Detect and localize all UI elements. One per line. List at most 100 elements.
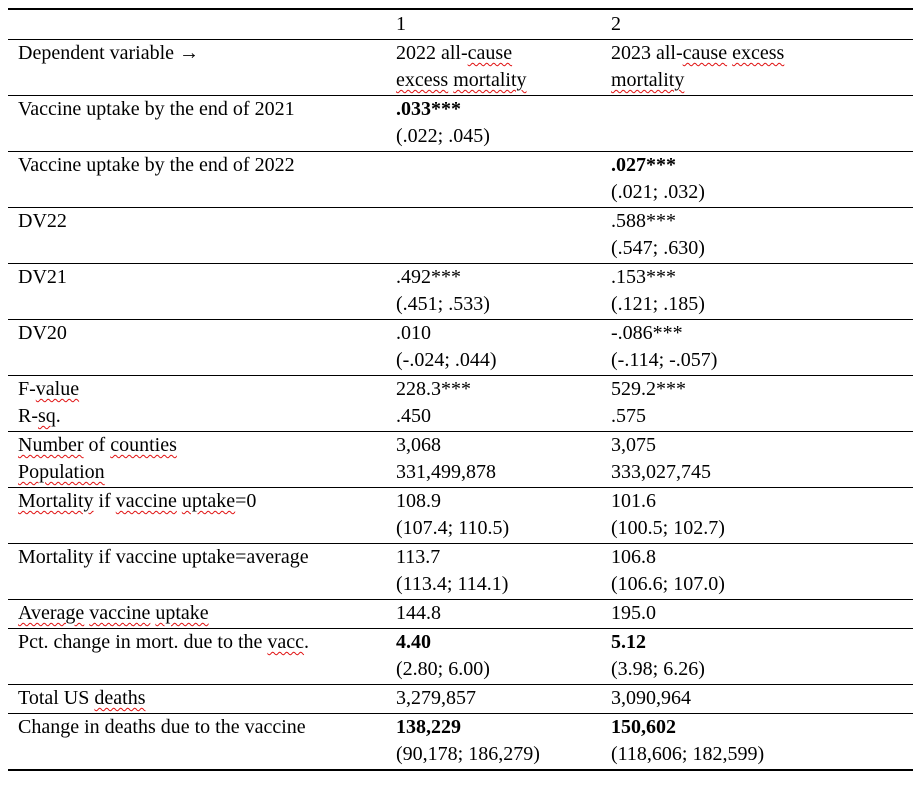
value-cell-model-2: 3,090,964: [601, 684, 913, 714]
text-segment: .027***: [611, 154, 676, 176]
misspelled-word: excess: [732, 42, 785, 64]
table-row: Dependent variable → 2022 all-cause excess…: [8, 39, 913, 96]
value-cell-model-1: 3,068 331,499,878: [386, 431, 601, 488]
cell-line: (90,178; 186,279): [396, 741, 599, 768]
misspelled-word: uptake: [155, 602, 209, 624]
cell-line: .153***: [611, 264, 911, 291]
row-label-cell: Average vaccine uptake: [8, 599, 386, 629]
text-segment: .588***: [611, 210, 676, 232]
cell-line: 113.7: [396, 544, 599, 571]
cell-line: Mortality if vaccine uptake=average: [18, 544, 384, 571]
text-segment: 101.6: [611, 490, 656, 512]
cell-line: -.086***: [611, 320, 911, 347]
cell-line: 331,499,878: [396, 459, 599, 486]
value-cell-model-1: 108.9 (107.4; 110.5): [386, 487, 601, 544]
row-label-cell: Total US deaths: [8, 684, 386, 714]
cell-line: .492***: [396, 264, 599, 291]
misspelled-word: cause: [467, 42, 513, 64]
value-cell-model-2: 3,075 333,027,745: [601, 431, 913, 488]
cell-line: 529.2***: [611, 376, 911, 403]
text-segment: (113.4; 114.1): [396, 573, 509, 595]
misspelled-word: sq: [38, 405, 56, 427]
text-segment: .575: [611, 405, 646, 427]
cell-line: Average vaccine uptake: [18, 600, 384, 627]
text-segment: 144.8: [396, 602, 441, 624]
text-segment: 529.2***: [611, 378, 686, 400]
cell-line: 106.8: [611, 544, 911, 571]
column-header-model-2: 2: [611, 13, 621, 35]
cell-line: (100.5; 102.7): [611, 515, 911, 542]
text-segment: (118,606; 182,599): [611, 743, 765, 765]
cell-line: Change in deaths due to the vaccine: [18, 714, 384, 741]
cell-line: (.021; .032): [611, 179, 911, 206]
text-segment: if: [93, 490, 116, 512]
table-body: Dependent variable → 2022 all-cause excess…: [8, 39, 913, 770]
value-cell-model-1: 228.3*** .450: [386, 375, 601, 432]
cell-line: (.022; .045): [396, 123, 599, 150]
cell-line: mortality: [611, 67, 911, 94]
text-segment: DV20: [18, 322, 67, 344]
value-cell-model-2: .027*** (.021; .032): [601, 151, 913, 208]
text-segment: (.021; .032): [611, 181, 705, 203]
cell-line: 3,279,857: [396, 685, 599, 712]
row-label-cell: DV20: [8, 319, 386, 376]
cell-line: DV20: [18, 320, 384, 347]
text-segment: .: [55, 405, 61, 427]
table-row: Number of counties Population 3,068 331,499…: [8, 431, 913, 488]
text-segment: of: [83, 434, 111, 456]
row-label-cell: Change in deaths due to the vaccine: [8, 713, 386, 770]
cell-line: (118,606; 182,599): [611, 741, 911, 768]
text-segment: (-.114; -.057): [611, 349, 718, 371]
misspelled-word: vaccine: [89, 602, 151, 624]
text-segment: 331,499,878: [396, 461, 496, 483]
text-segment: Pct. change in mort. due to the: [18, 631, 268, 653]
misspelled-word: counties: [110, 434, 177, 456]
cell-line: .027***: [611, 152, 911, 179]
value-cell-model-2: [601, 95, 913, 152]
cell-line: 3,090,964: [611, 685, 911, 712]
cell-line: .033***: [396, 96, 599, 123]
cell-line: Total US deaths: [18, 685, 384, 712]
cell-line: .010: [396, 320, 599, 347]
cell-line: DV21: [18, 264, 384, 291]
cell-line: 2022 all-cause: [396, 40, 599, 67]
misspelled-word: Number: [18, 434, 84, 456]
value-cell-model-2: 106.8 (106.6; 107.0): [601, 543, 913, 600]
table-row: Total US deaths 3,279,857 3,090,964: [8, 684, 913, 714]
table-row: F-value R-sq. 228.3*** .450 529.2*** .575: [8, 375, 913, 432]
row-label-cell: Mortality if vaccine uptake=average: [8, 543, 386, 600]
text-segment: (100.5; 102.7): [611, 517, 725, 539]
table-row: DV21 .492*** (.451; .533) .153*** (.121; .18…: [8, 263, 913, 320]
text-segment: 3,279,857: [396, 687, 476, 709]
value-cell-model-2: 101.6 (100.5; 102.7): [601, 487, 913, 544]
cell-line: (.547; .630): [611, 235, 911, 262]
row-label-cell: Dependent variable →: [8, 39, 386, 96]
value-cell-model-1: 2022 all-cause excess mortality: [386, 39, 601, 96]
row-label-cell: DV21: [8, 263, 386, 320]
text-segment: (90,178; 186,279): [396, 743, 540, 765]
text-segment: F-: [18, 378, 36, 400]
cell-line: (107.4; 110.5): [396, 515, 599, 542]
misspelled-word: mortality: [453, 69, 527, 91]
misspelled-word: excess: [396, 69, 449, 91]
text-segment: .153***: [611, 266, 676, 288]
text-segment: Vaccine uptake by the end of 2022: [18, 154, 295, 176]
text-segment: .033***: [396, 98, 461, 120]
cell-line: Vaccine uptake by the end of 2022: [18, 152, 384, 179]
misspelled-word: Mortality: [18, 490, 94, 512]
text-segment: -.086***: [611, 322, 683, 344]
text-segment: 113.7: [396, 546, 441, 568]
cell-line: 144.8: [396, 600, 599, 627]
text-segment: .010: [396, 322, 431, 344]
text-segment: 3,075: [611, 434, 656, 456]
cell-line: 150,602: [611, 714, 911, 741]
row-label-cell: Mortality if vaccine uptake=0: [8, 487, 386, 544]
text-segment: 195.0: [611, 602, 656, 624]
value-cell-model-1: 3,279,857: [386, 684, 601, 714]
value-cell-model-2: .153*** (.121; .185): [601, 263, 913, 320]
cell-line: R-sq.: [18, 403, 384, 430]
text-segment: 333,027,745: [611, 461, 711, 483]
table-row: Mortality if vaccine uptake=average 113.7…: [8, 543, 913, 600]
column-header-row: 1 2: [8, 9, 913, 40]
text-segment: (-.024; .044): [396, 349, 497, 371]
